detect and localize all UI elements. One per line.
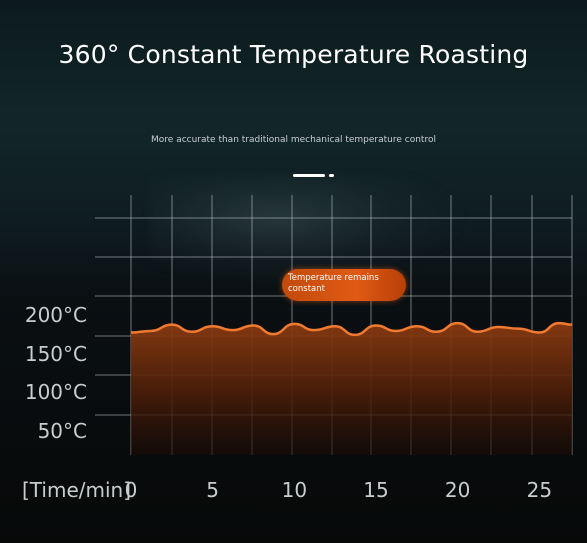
x-tick-label: 25	[526, 478, 553, 502]
y-tick-label: 200°C	[24, 303, 87, 327]
x-tick-label: 10	[281, 478, 308, 502]
x-tick-label: 20	[444, 478, 471, 502]
page-subtitle: More accurate than traditional mechanica…	[151, 135, 436, 145]
y-tick-label: 150°C	[24, 342, 87, 366]
page-title: 360° Constant Temperature Roasting	[58, 40, 529, 69]
y-tick-label: 50°C	[37, 419, 87, 443]
y-tick-label: 100°C	[24, 380, 87, 404]
background-smoke	[150, 175, 470, 285]
divider-dash-long	[293, 174, 325, 177]
x-tick-label: 15	[363, 478, 389, 502]
temperature-line	[130, 321, 573, 337]
x-tick-label: 5	[206, 478, 220, 502]
annotation-bubble: Temperature remains constant	[282, 269, 406, 301]
annotation-text: Temperature remains constant	[288, 273, 379, 294]
x-axis-label: [Time/min]	[22, 478, 132, 502]
divider-dash-short	[329, 174, 334, 177]
temperature-area	[131, 323, 572, 455]
x-tick-label: 0	[124, 478, 138, 502]
